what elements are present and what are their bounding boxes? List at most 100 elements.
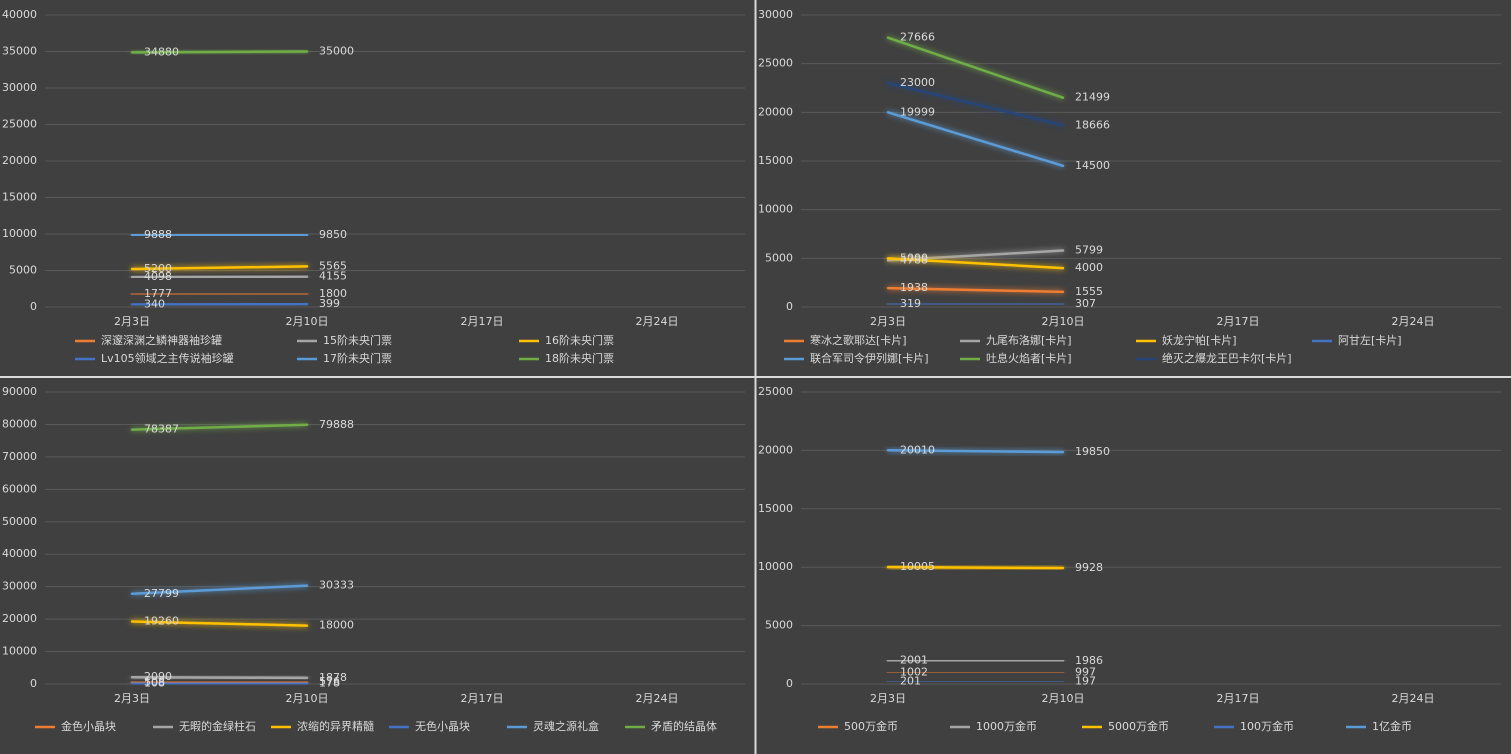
legend-label: 浓缩的异界精髓 [297,719,374,733]
series-line [886,81,1065,127]
x-tick-label: 2月3日 [114,315,150,328]
data-label: 20010 [900,443,935,456]
series-line [886,449,1065,454]
legend-label: 灵魂之源礼盒 [533,719,599,733]
chart-panel: 0 5000 10000 15000 20000 25000 2月3日 2月10日 2月17日 2… [758,385,1501,733]
chart-panel: 0 10000 20000 30000 40000 50000 60000 70000 8000… [2,385,745,733]
y-tick-label: 30000 [2,580,37,593]
data-label: 4000 [1075,261,1103,274]
chart-panel: 0 5000 10000 15000 20000 25000 30000 2月3日 2月10日 2… [758,8,1501,365]
y-tick-label: 10000 [758,560,793,573]
series-line [130,423,309,431]
y-tick-label: 30000 [758,8,793,21]
x-tick-label: 2月3日 [870,692,906,705]
y-tick-label: 70000 [2,450,37,463]
data-label: 1986 [1075,654,1103,667]
data-label: 4788 [900,253,928,266]
legend-label: 100万金币 [1240,719,1294,733]
data-label: 4098 [144,270,172,283]
y-tick-label: 0 [786,677,793,690]
y-tick-label: 5000 [765,251,793,264]
legend-label: 联合军司令伊列娜[卡片] [810,351,929,365]
data-label: 1555 [1075,285,1103,298]
series-line [130,50,309,54]
x-tick-label: 2月10日 [1042,692,1085,705]
y-tick-label: 10000 [758,203,793,216]
data-label: 9928 [1075,561,1103,574]
y-tick-label: 80000 [2,417,37,430]
data-label: 1002 [900,665,928,678]
x-tick-label: 2月17日 [461,692,504,705]
data-label: 5799 [1075,244,1103,257]
legend-label: 17阶未央门票 [323,351,392,365]
y-tick-label: 5000 [9,264,37,277]
legend-label: 矛盾的结晶体 [651,719,717,733]
legend-label: 1000万金币 [976,719,1037,733]
series-line [130,620,309,627]
data-label: 10005 [900,560,935,573]
data-label: 576 [319,675,340,688]
y-tick-label: 25000 [2,118,37,131]
data-label: 18000 [319,619,354,632]
data-label: 508 [144,675,165,688]
legend-label: 18阶未央门票 [545,351,614,365]
y-tick-label: 20000 [2,154,37,167]
series-line [130,675,309,680]
data-label: 9850 [319,228,347,241]
y-tick-label: 40000 [2,547,37,560]
data-label: 23000 [900,76,935,89]
y-tick-label: 25000 [758,385,793,398]
data-label: 5200 [144,262,172,275]
legend-label: 无色小晶块 [415,719,470,733]
y-tick-label: 5000 [765,619,793,632]
data-label: 19260 [144,615,179,628]
data-label: 319 [900,297,921,310]
data-label: 399 [319,297,340,310]
legend-label: 500万金币 [844,719,898,733]
data-label: 201 [900,675,921,688]
y-tick-label: 25000 [758,57,793,70]
data-label: 1777 [144,287,172,300]
legend-label: 5000万金币 [1108,719,1169,733]
data-label: 14500 [1075,159,1110,172]
y-tick-label: 15000 [2,191,37,204]
x-tick-label: 2月3日 [114,692,150,705]
legend-label: 绝灭之爆龙王巴卡尔[卡片] [1162,351,1292,365]
x-tick-label: 2月24日 [1392,315,1435,328]
y-tick-label: 0 [786,300,793,313]
y-tick-label: 50000 [2,515,37,528]
series-line [130,265,309,271]
data-label: 340 [144,298,165,311]
data-label: 178 [319,676,340,689]
y-tick-label: 30000 [2,81,37,94]
x-tick-label: 2月24日 [1392,692,1435,705]
y-tick-label: 20000 [2,612,37,625]
y-tick-label: 35000 [2,45,37,58]
data-label: 9888 [144,228,172,241]
y-tick-label: 0 [30,300,37,313]
x-tick-label: 2月24日 [636,315,679,328]
legend-label: Lv105领域之主传说袖珍罐 [101,351,234,365]
legend-label: 吐息火焰者[卡片] [986,351,1072,365]
x-tick-label: 2月10日 [286,692,329,705]
data-label: 19850 [1075,445,1110,458]
y-tick-label: 20000 [758,443,793,456]
chart-panel: 0 5000 10000 15000 20000 25000 30000 35000 40000… [2,8,745,365]
data-label: 78387 [144,423,179,436]
data-label: 35000 [319,45,354,58]
y-tick-label: 0 [30,677,37,690]
legend-label: 妖龙宁帕[卡片] [1162,333,1237,347]
legend-label: 金色小晶块 [61,719,116,733]
y-tick-label: 15000 [758,502,793,515]
x-tick-label: 2月17日 [461,315,504,328]
legend-label: 1亿金币 [1372,719,1412,733]
x-tick-label: 2月17日 [1217,692,1260,705]
data-label: 30333 [319,579,354,592]
data-label: 18666 [1075,118,1110,131]
legend-label: 寒冰之歌耶达[卡片] [810,333,907,347]
data-label: 1938 [900,281,928,294]
x-tick-label: 2月24日 [636,692,679,705]
data-label: 197 [1075,675,1096,688]
data-label: 307 [1075,297,1096,310]
